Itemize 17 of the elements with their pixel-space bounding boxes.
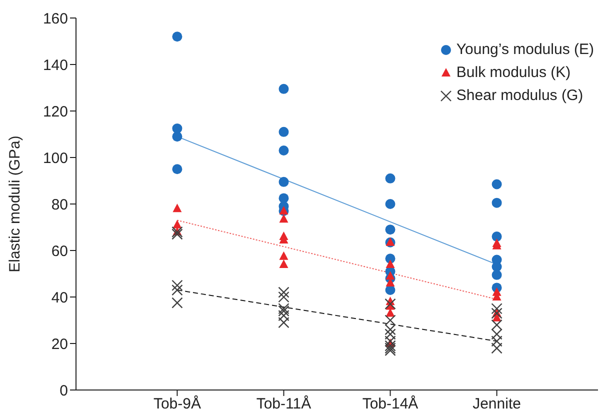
- y-tick-label: 80: [51, 196, 68, 214]
- x-tick-label: Tob-11Å: [256, 394, 312, 413]
- legend-label: Bulk modulus (K): [456, 63, 571, 83]
- y-tick-label: 40: [51, 289, 68, 306]
- y-tick-label: 160: [42, 10, 68, 28]
- y-tick-label: 100: [42, 150, 68, 167]
- legend-label: Young’s modulus (E): [456, 40, 594, 60]
- x-tick-label: Jennite: [472, 396, 521, 413]
- y-axis-title: Elastic moduli (GPa): [6, 136, 24, 272]
- x-tick-label: Tob-14Å: [362, 394, 418, 413]
- x-tick-label: Tob-9Å: [153, 394, 201, 413]
- y-tick-label: 140: [42, 56, 68, 74]
- y-tick-label: 120: [42, 103, 68, 120]
- y-tick-label: 20: [51, 336, 68, 353]
- y-tick-label: 0: [60, 382, 68, 400]
- legend-label: Shear modulus (G): [456, 86, 584, 106]
- y-tick-label: 60: [51, 242, 68, 260]
